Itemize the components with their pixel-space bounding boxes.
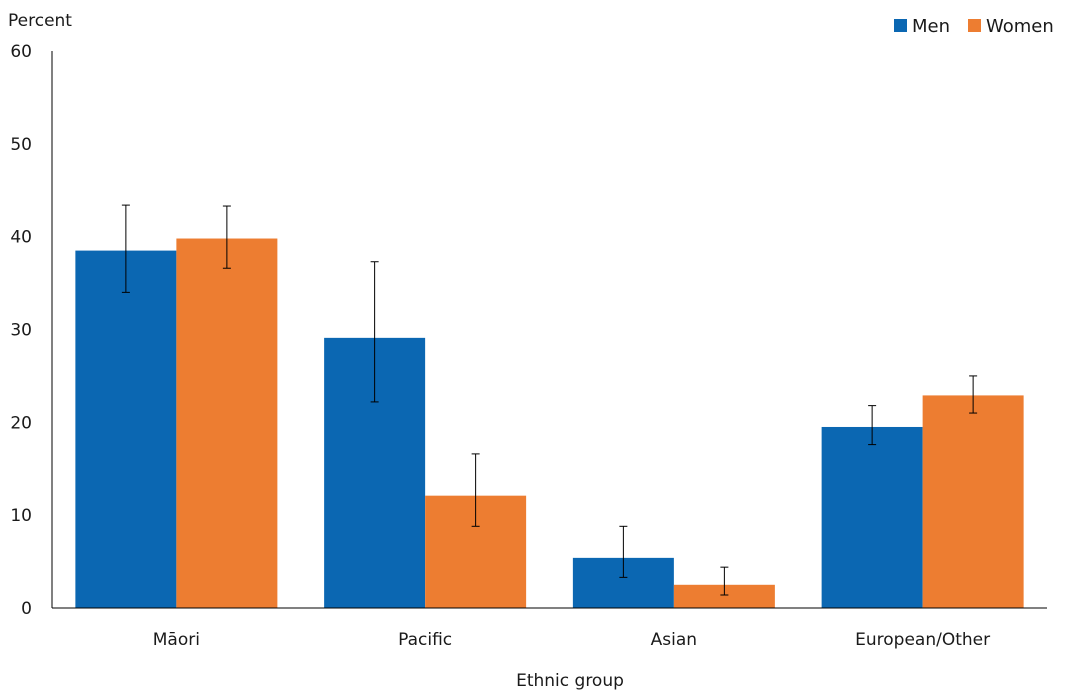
y-tick-label: 10 xyxy=(10,506,32,526)
y-axis-title: Percent xyxy=(8,11,72,31)
legend-swatch-women xyxy=(968,19,981,32)
y-tick-label: 30 xyxy=(10,321,32,341)
bar-men-0 xyxy=(75,250,177,608)
y-tick-label: 50 xyxy=(10,135,32,155)
legend-label-men: Men xyxy=(912,16,950,37)
bar-men-3 xyxy=(821,426,923,608)
bar-women-0 xyxy=(176,238,278,609)
bar-women-3 xyxy=(922,395,1024,608)
y-tick-label: 40 xyxy=(10,228,32,248)
error-bars-layer xyxy=(121,204,978,596)
legend: Men Women xyxy=(894,16,1054,37)
x-tick-label: European/Other xyxy=(855,630,990,650)
bar-women-2 xyxy=(673,584,775,608)
y-tick-label: 20 xyxy=(10,413,32,433)
axes-layer: Māori Pacific Asian European/Other 0 10 20 30 40… xyxy=(10,42,1047,650)
x-axis-title: Ethnic group xyxy=(516,671,624,691)
x-tick-label: Māori xyxy=(153,630,200,650)
legend-swatch-men xyxy=(894,19,907,32)
legend-label-women: Women xyxy=(986,16,1054,37)
x-tick-label: Pacific xyxy=(398,630,452,650)
bars-layer xyxy=(75,238,1024,609)
x-tick-label: Asian xyxy=(651,630,697,650)
y-tick-label: 0 xyxy=(21,599,32,619)
y-tick-label: 60 xyxy=(10,42,32,62)
